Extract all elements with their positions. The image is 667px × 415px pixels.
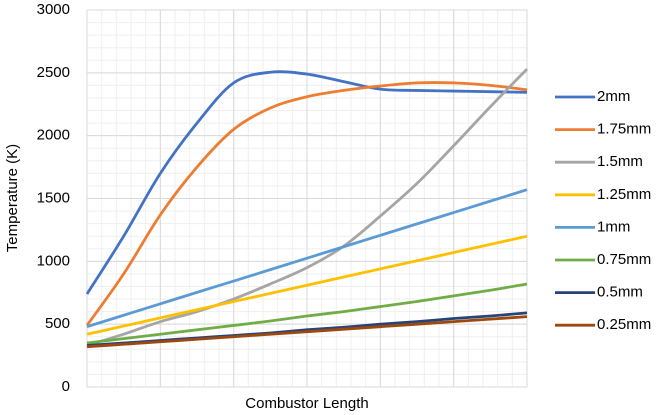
y-tick-label: 1000 [37,252,70,269]
line-series [85,81,528,327]
legend-label: 1mm [597,218,630,235]
y-tick-label: 0 [62,378,70,395]
line-series [86,68,529,347]
legend-label: 0.75mm [597,251,651,268]
legend-label: 2mm [597,88,630,105]
line-series [86,234,528,336]
x-axis-label: Combustor Length [245,395,368,412]
line-series [86,282,528,345]
y-tick-label: 2500 [37,64,70,81]
legend-label: 1.25mm [597,186,651,203]
line-series [85,70,528,295]
y-tick-label: 1500 [37,189,70,206]
y-tick-label: 3000 [37,1,70,18]
legend-label: 1.75mm [597,121,651,138]
y-axis-label: Temperature (K) [4,144,21,252]
legend-label: 0.5mm [597,284,643,301]
legend-label: 1.5mm [597,153,643,170]
legend-label: 0.25mm [597,316,651,333]
line-series [86,315,528,349]
y-tick-label: 2000 [37,127,70,144]
y-tick-label: 500 [45,315,70,332]
line-series [86,188,528,329]
